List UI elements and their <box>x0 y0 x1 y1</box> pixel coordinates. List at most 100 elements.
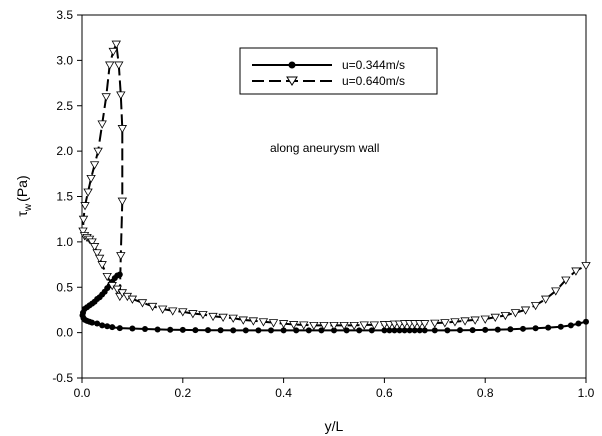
data-point-series-1 <box>89 319 96 326</box>
annotation-text: along aneurysm wall <box>270 141 379 155</box>
data-point-series-1 <box>268 327 274 334</box>
data-point-series-1 <box>94 320 101 327</box>
data-point-series-2 <box>228 314 238 323</box>
data-point-series-2 <box>530 301 541 311</box>
legend-label-2: u=0.640m/s <box>342 74 405 88</box>
data-point-series-2 <box>369 321 380 330</box>
data-point-series-1 <box>391 327 398 334</box>
data-point-series-1 <box>293 327 300 334</box>
data-point-series-2 <box>198 311 208 320</box>
data-point-series-2 <box>490 313 500 323</box>
data-point-series-2 <box>258 318 269 327</box>
data-point-series-1 <box>343 327 350 334</box>
y-axis-label-symbol: τ <box>14 211 30 217</box>
x-tick-label: 0.4 <box>275 386 292 400</box>
data-point-series-2 <box>520 306 531 315</box>
data-point-series-1 <box>557 323 564 330</box>
data-point-series-2 <box>440 319 450 328</box>
data-point-series-2 <box>116 91 126 100</box>
data-point-series-2 <box>92 249 102 258</box>
data-point-series-2 <box>80 202 90 211</box>
data-point-series-2 <box>127 295 138 304</box>
data-point-series-1 <box>129 325 136 332</box>
data-point-series-2 <box>116 252 126 261</box>
legend-label-1: u=0.344m/s <box>342 58 405 72</box>
data-point-series-2 <box>238 316 248 325</box>
data-point-series-1 <box>368 327 375 334</box>
axis-ticks: 0.0 0.2 0.4 0.6 0.8 1.0-0.50.00.51.01.52.02.5… <box>52 8 594 400</box>
data-point-series-2 <box>268 319 279 328</box>
data-point-series-2 <box>510 309 521 318</box>
data-point-series-2 <box>278 320 289 329</box>
data-point-series-1 <box>280 327 287 334</box>
data-point-series-2 <box>299 321 309 330</box>
data-point-series-2 <box>83 188 93 197</box>
data-point-series-2 <box>430 319 440 328</box>
data-point-series-2 <box>420 320 430 329</box>
y-axis-label-unit: (Pa) <box>14 175 30 201</box>
data-point-series-2 <box>540 295 551 304</box>
data-point-series-2 <box>94 254 105 264</box>
data-point-series-1 <box>109 324 116 331</box>
data-point-series-2 <box>105 61 115 70</box>
data-point-series-2 <box>248 317 259 326</box>
data-point-series-1 <box>217 327 224 334</box>
data-point-series-2 <box>551 287 561 296</box>
data-point-series-1 <box>356 327 363 334</box>
y-tick-label: 2.0 <box>56 144 73 158</box>
svg-text:τw(Pa): τw (Pa) <box>14 175 34 216</box>
data-point-series-1 <box>567 322 574 329</box>
y-tick-label: 1.0 <box>56 235 73 249</box>
y-tick-label: 2.5 <box>56 99 73 113</box>
y-tick-label: 1.5 <box>56 190 73 204</box>
data-point-series-1 <box>575 320 582 327</box>
data-point-series-2 <box>288 321 299 330</box>
data-point-series-1 <box>396 327 403 334</box>
data-point-series-2 <box>89 243 100 252</box>
data-point-series-2 <box>329 321 339 331</box>
data-point-series-1 <box>411 327 418 334</box>
data-point-series-2 <box>111 40 121 49</box>
data-point-series-2 <box>101 93 111 102</box>
x-tick-label: 0.8 <box>477 386 494 400</box>
data-point-series-1 <box>179 326 186 333</box>
legend-marker-2 <box>286 76 298 86</box>
x-axis-label: y/L <box>325 418 344 434</box>
y-tick-label: 0.5 <box>56 280 73 294</box>
data-point-series-2 <box>87 238 97 247</box>
data-point-series-2 <box>97 120 107 129</box>
data-point-series-2 <box>108 47 118 57</box>
data-point-series-1 <box>167 326 174 333</box>
data-point-series-1 <box>242 327 249 334</box>
data-point-series-1 <box>421 327 428 334</box>
data-point-series-1 <box>401 327 408 334</box>
x-tick-label: 0.6 <box>376 386 393 400</box>
legend-marker-1 <box>288 61 296 69</box>
y-axis-label-subscript: w <box>23 203 34 212</box>
data-point-series-1 <box>469 327 476 334</box>
data-point-series-1 <box>583 318 589 325</box>
data-point-series-2 <box>359 321 369 330</box>
y-tick-label: 0.0 <box>56 326 73 340</box>
data-point-series-2 <box>561 276 571 285</box>
data-point-series-2 <box>460 317 470 326</box>
data-point-series-1 <box>154 326 161 333</box>
data-point-series-2 <box>450 318 460 327</box>
data-point-series-1 <box>406 327 413 334</box>
data-point-series-1 <box>520 325 526 332</box>
series-markers <box>78 40 591 334</box>
data-point-series-2 <box>93 147 103 156</box>
data-point-series-1 <box>532 325 539 332</box>
data-point-series-2 <box>117 197 128 206</box>
y-tick-label: -0.5 <box>52 371 73 385</box>
data-point-series-2 <box>581 262 591 271</box>
data-point-series-1 <box>457 327 463 334</box>
x-tick-label: 0.2 <box>174 386 191 400</box>
data-point-series-2 <box>349 321 359 331</box>
data-point-series-1 <box>318 327 325 334</box>
data-point-series-1 <box>142 325 148 332</box>
data-point-series-1 <box>116 325 123 332</box>
data-point-series-2 <box>500 311 511 321</box>
data-point-series-2 <box>78 227 88 236</box>
